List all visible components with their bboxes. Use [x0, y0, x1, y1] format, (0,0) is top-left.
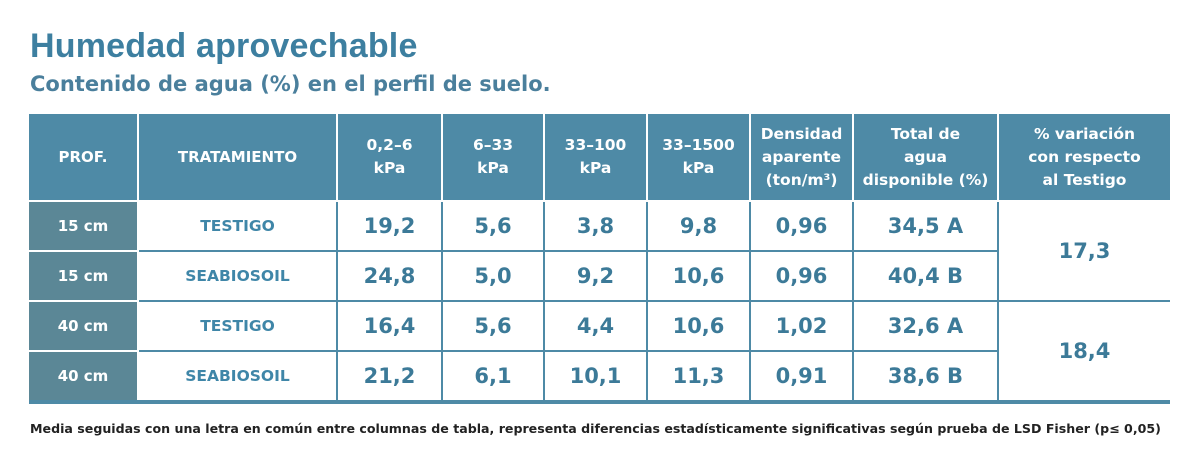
value-cell: 5,0: [441, 250, 545, 302]
tratamiento-cell: TESTIGO: [137, 200, 338, 252]
variation-cell: 18,4: [997, 300, 1170, 402]
header-line: kPa: [373, 159, 406, 177]
header-cell-densidad: Densidad aparente (ton/m³): [749, 114, 854, 202]
value-cell: 5,6: [441, 300, 545, 352]
value-cell: 0,91: [749, 350, 854, 402]
value-cell: 10,6: [646, 300, 751, 352]
table-row: 40 cm TESTIGO 16,4 5,6 4,4 10,6 1,02 32,…: [29, 300, 1170, 402]
header-line: kPa: [477, 159, 509, 177]
value-cell: 4,4: [543, 300, 648, 352]
chart-title: Humedad aprovechable: [30, 27, 418, 65]
footnote: Media seguidas con una letra en común en…: [30, 421, 1161, 436]
prof-cell: 40 cm: [29, 350, 139, 402]
table-row: 15 cm TESTIGO 19,2 5,6 3,8 9,8 0,96 34,5…: [29, 200, 1170, 302]
header-line: 33–1500: [662, 136, 735, 154]
tratamiento-cell: TESTIGO: [137, 300, 338, 352]
header-cell-tratamiento: TRATAMIENTO: [137, 114, 338, 202]
table-row: 40 cm SEABIOSOIL 21,2 6,1 10,1 11,3 0,91…: [29, 350, 1170, 402]
prof-cell: 40 cm: [29, 300, 139, 352]
header-line: 0,2–6: [366, 136, 413, 154]
header-cell-prof: PROF.: [29, 114, 139, 202]
variation-cell: 17,3: [997, 200, 1170, 302]
data-table: PROF. TRATAMIENTO 0,2–6 kPa 6–33 kPa 33–10…: [29, 114, 1170, 402]
data-table-container: PROF. TRATAMIENTO 0,2–6 kPa 6–33 kPa 33–10…: [29, 114, 1170, 404]
header-line: disponible (%): [862, 170, 989, 189]
header-line: Densidad: [760, 124, 843, 143]
value-cell: 9,2: [543, 250, 648, 302]
header-line: Total de: [890, 124, 961, 143]
value-cell: 40,4 B: [852, 250, 998, 302]
header-line: agua: [903, 147, 948, 166]
value-cell: 16,4: [336, 300, 443, 352]
header-row: PROF. TRATAMIENTO 0,2–6 kPa 6–33 kPa 33–10…: [29, 114, 1170, 202]
value-cell: 3,8: [543, 200, 648, 252]
header-line: aparente: [761, 147, 842, 166]
value-cell: 32,6 A: [852, 300, 999, 352]
value-cell: 21,2: [336, 350, 443, 402]
header-line: con respecto: [1028, 147, 1141, 166]
value-cell: 0,96: [749, 200, 854, 252]
header-line: TRATAMIENTO: [177, 147, 298, 166]
value-cell: 10,1: [543, 350, 648, 402]
header-cell-33-1500-kpa: 33–1500 kPa: [646, 114, 751, 202]
header-cell-0-2-6-kpa: 0,2–6 kPa: [336, 114, 443, 202]
value-cell: 6,1: [441, 350, 545, 402]
header-line: 33–100: [564, 136, 627, 154]
header-line: kPa: [579, 159, 612, 177]
header-line: 6–33: [472, 136, 514, 154]
prof-cell: 15 cm: [29, 200, 139, 252]
value-cell: 11,3: [646, 350, 751, 402]
header-cell-6-33-kpa: 6–33 kPa: [441, 114, 545, 202]
header-line: al Testigo: [1042, 170, 1127, 189]
header-line: % variación: [1033, 124, 1136, 143]
tratamiento-cell: SEABIOSOIL: [137, 250, 338, 302]
header-line: PROF.: [58, 147, 108, 166]
value-cell: 0,96: [749, 250, 854, 302]
value-cell: 5,6: [441, 200, 545, 252]
value-cell: 1,02: [749, 300, 854, 352]
value-cell: 38,6 B: [852, 350, 998, 402]
prof-cell: 15 cm: [29, 250, 139, 302]
value-cell: 24,8: [336, 250, 443, 302]
header-cell-variacion: % variación con respecto al Testigo: [997, 114, 1170, 202]
tratamiento-cell: SEABIOSOIL: [137, 350, 338, 402]
header-line: kPa: [682, 159, 715, 177]
value-cell: 19,2: [336, 200, 443, 252]
chart-subtitle: Contenido de agua (%) en el perfil de su…: [30, 72, 551, 96]
value-cell: 34,5 A: [852, 200, 999, 252]
header-cell-total-agua: Total de agua disponible (%): [852, 114, 999, 202]
header-cell-33-100-kpa: 33–100 kPa: [543, 114, 648, 202]
value-cell: 9,8: [646, 200, 751, 252]
header-line: (ton/m³): [765, 170, 838, 189]
value-cell: 10,6: [646, 250, 751, 302]
table-row: 15 cm SEABIOSOIL 24,8 5,0 9,2 10,6 0,96 …: [29, 250, 1170, 302]
